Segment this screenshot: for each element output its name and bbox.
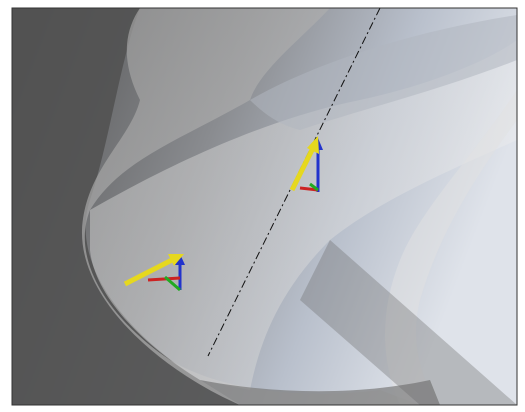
surface-dark: [12, 8, 240, 405]
axis-x: [299, 186, 319, 192]
coordinate-triad: [123, 254, 185, 292]
surface-sheet: [90, 40, 517, 390]
surface-rib: [385, 90, 517, 405]
direction-arrow: [289, 146, 316, 192]
coordinate-triad: [289, 136, 323, 192]
direction-arrow-head: [168, 254, 184, 266]
surface-band: [250, 15, 517, 130]
axis-z-head: [175, 254, 185, 265]
direction-arrow: [123, 257, 174, 287]
axis-y: [309, 182, 319, 192]
axis-x: [147, 276, 181, 282]
surface-bowl: [81, 8, 420, 405]
viewport-frame: [11, 7, 518, 406]
direction-arrow-head: [307, 136, 319, 154]
surface-face: [300, 240, 517, 405]
axis-y: [164, 275, 181, 292]
surface-lip: [200, 380, 440, 405]
model: [12, 8, 517, 405]
